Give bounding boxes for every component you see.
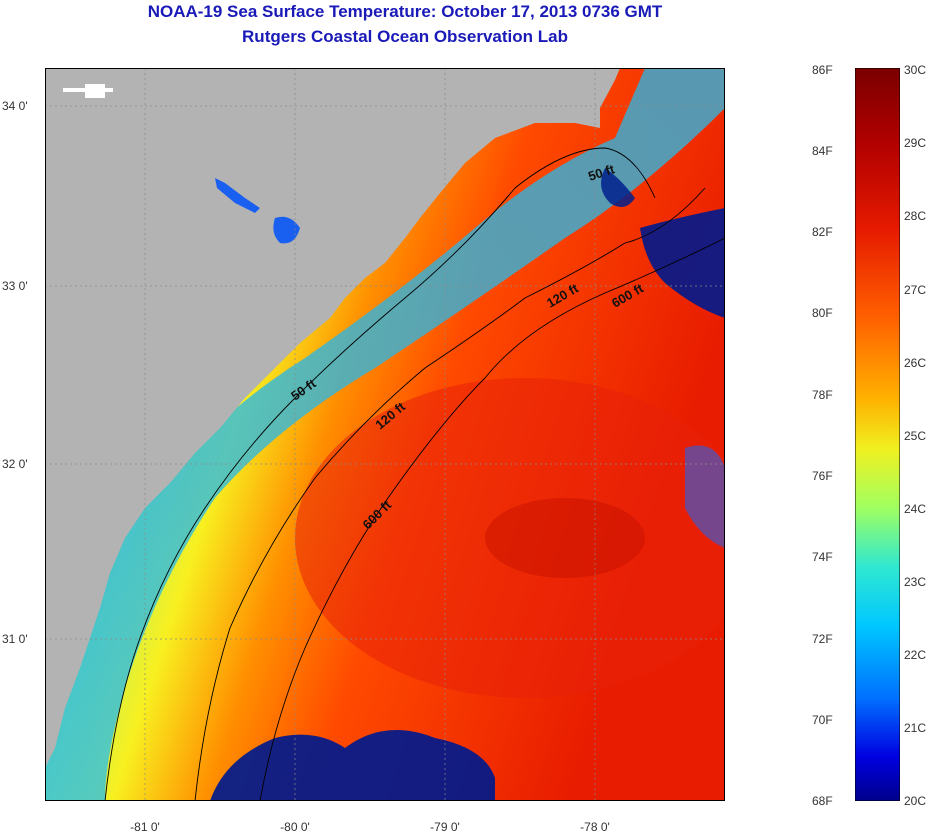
cbar-f-76: 76F [812,469,833,483]
map-title: NOAA-19 Sea Surface Temperature: October… [147,2,663,21]
cloud-north [601,168,635,207]
cbar-c-30: 30C [904,63,927,77]
lon-label-79: -79 0' [430,820,460,834]
sst-map-image: 50 ft 50 ft 120 ft 120 ft 600 ft 600 ft [45,68,725,801]
cbar-f-70: 70F [812,713,833,727]
cbar-f-80: 80F [812,306,833,320]
cbar-c-24: 24C [904,502,927,516]
cbar-c-27: 27C [904,283,927,297]
cbar-c-26: 26C [904,356,927,370]
lon-label-80: -80 0' [280,820,310,834]
temperature-colorbar [854,67,901,802]
cbar-c-21: 21C [904,721,927,735]
lat-label-34: 34 0' [2,99,28,113]
cbar-f-72: 72F [812,632,833,646]
cbar-c-25: 25C [904,429,927,443]
isobaths [104,147,725,801]
colorbar-gradient [854,67,901,802]
lat-label-33: 33 0' [2,279,28,293]
cbar-f-68: 68F [812,794,833,808]
map-subtitle: Rutgers Coastal Ocean Observation Lab [242,27,568,46]
cbar-c-29: 29C [904,136,927,150]
cbar-f-74: 74F [812,550,833,564]
lake-wateree [215,178,260,213]
logo-mark [63,84,113,98]
cbar-f-78: 78F [812,388,833,402]
lat-lon-grid [45,68,725,801]
cbar-c-20: 20C [904,794,927,808]
land-mass [45,68,620,768]
map-frame [45,68,725,801]
cloud-ne [640,208,725,318]
sst-map: 50 ft 50 ft 120 ft 120 ft 600 ft 600 ft [45,68,725,801]
lat-label-32: 32 0' [2,457,28,471]
cbar-f-84: 84F [812,144,833,158]
warm-core-center [485,498,645,578]
lon-label-78: -78 0' [580,820,610,834]
nearshore-band [45,68,725,801]
cbar-f-82: 82F [812,225,833,239]
cbar-f-86: 86F [812,63,833,77]
lon-label-81: -81 0' [130,820,160,834]
lake-marion [273,216,300,244]
cloud-east [685,445,725,548]
cbar-c-23: 23C [904,575,927,589]
cloud-south [210,730,495,801]
lat-label-31: 31 0' [2,632,28,646]
cbar-c-22: 22C [904,648,927,662]
cbar-c-28: 28C [904,209,927,223]
